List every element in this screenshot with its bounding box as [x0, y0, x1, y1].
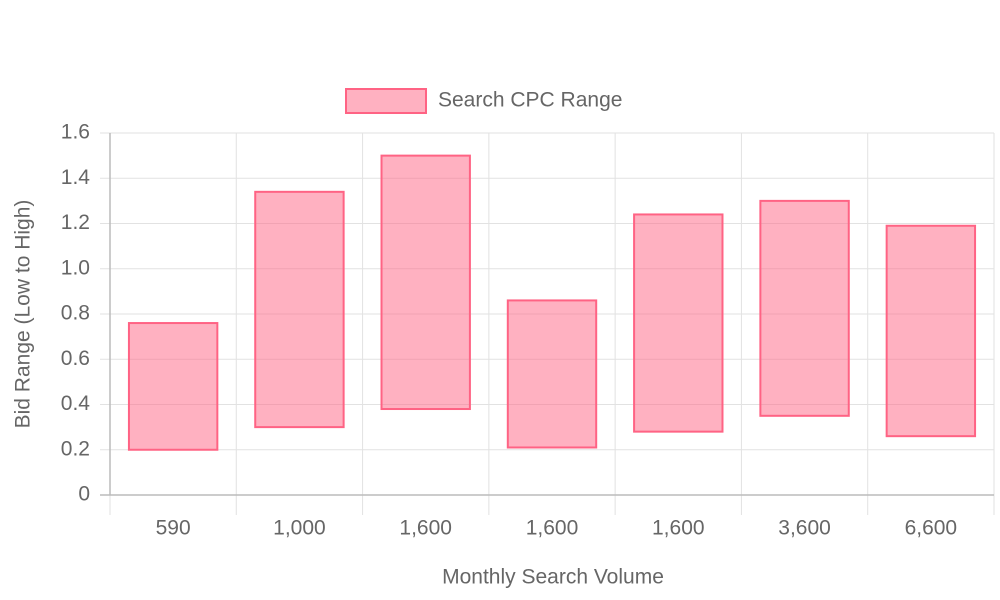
x-tick-label: 590: [156, 517, 191, 540]
y-tick-label: 1.6: [61, 121, 90, 144]
bar: [885, 224, 977, 438]
x-tick-label: 1,600: [652, 517, 705, 540]
y-tick-label: 1.0: [61, 256, 90, 279]
legend-label: Search CPC Range: [438, 89, 622, 112]
x-tick-label: 6,600: [905, 517, 958, 540]
legend-swatch: [345, 88, 427, 114]
y-tick-label: 1.2: [61, 211, 90, 234]
bar: [254, 190, 345, 429]
y-tick-label: 0: [78, 483, 90, 506]
y-tick-label: 0.6: [61, 347, 90, 370]
bar: [127, 322, 219, 451]
y-axis-title: Bid Range (Low to High): [12, 200, 35, 429]
x-tick-label: 1,000: [273, 517, 326, 540]
y-tick-label: 0.4: [61, 392, 91, 415]
x-tick-label: 3,600: [778, 517, 831, 540]
x-axis-title: Monthly Search Volume: [442, 566, 664, 589]
bar: [633, 213, 724, 433]
bar: [506, 299, 598, 449]
bar: [380, 154, 471, 411]
y-tick-label: 0.8: [61, 302, 90, 325]
y-tick-label: 1.4: [61, 166, 91, 189]
y-tick-label: 0.2: [61, 437, 90, 460]
x-tick-label: 1,600: [399, 517, 452, 540]
bar: [759, 199, 850, 417]
x-tick-label: 1,600: [526, 517, 579, 540]
